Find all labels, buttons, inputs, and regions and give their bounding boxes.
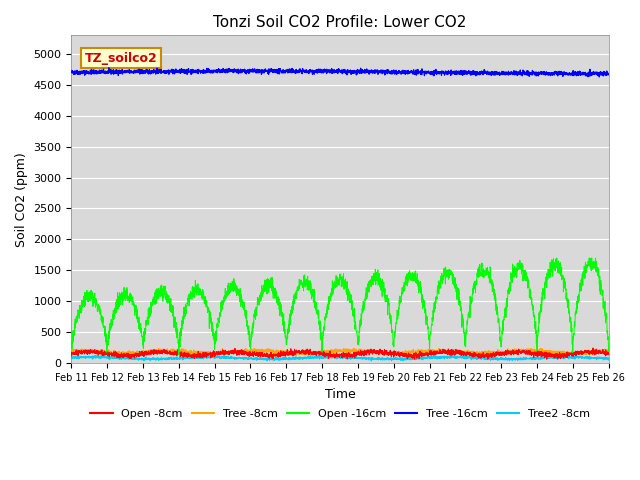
Legend: Open -8cm, Tree -8cm, Open -16cm, Tree -16cm, Tree2 -8cm: Open -8cm, Tree -8cm, Open -16cm, Tree -… [86,404,594,423]
Y-axis label: Soil CO2 (ppm): Soil CO2 (ppm) [15,152,28,247]
Title: Tonzi Soil CO2 Profile: Lower CO2: Tonzi Soil CO2 Profile: Lower CO2 [213,15,467,30]
Text: TZ_soilco2: TZ_soilco2 [85,51,157,64]
X-axis label: Time: Time [324,388,355,401]
